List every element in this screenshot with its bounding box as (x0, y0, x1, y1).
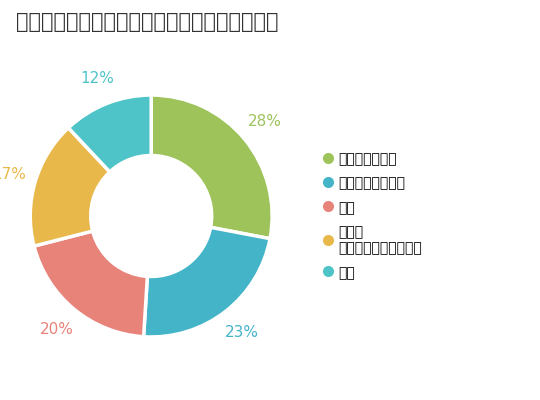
Wedge shape (69, 95, 151, 172)
Wedge shape (30, 128, 110, 246)
Legend: 一般・営業事務, 経理・財務・会計, 受付, 企画・
マーケティング・広報, 秘書: 一般・営業事務, 経理・財務・会計, 受付, 企画・ マーケティング・広報, 秘… (325, 152, 422, 280)
Wedge shape (151, 95, 272, 239)
Wedge shape (34, 231, 147, 337)
Text: 17%: 17% (0, 167, 26, 182)
Text: 20%: 20% (40, 322, 74, 337)
Text: 12%: 12% (80, 71, 114, 86)
Wedge shape (144, 227, 270, 337)
Text: 28%: 28% (248, 114, 282, 130)
Text: 23%: 23% (225, 325, 259, 340)
Text: 事務の仕事をするなら、どんな仕事がしたい？: 事務の仕事をするなら、どんな仕事がしたい？ (16, 12, 279, 32)
